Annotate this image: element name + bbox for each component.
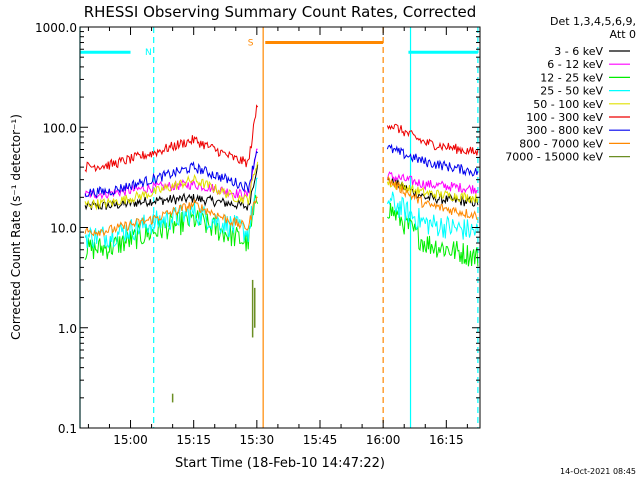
legend-label: 6 - 12 keV <box>547 58 603 71</box>
series-7-part-0 <box>84 196 258 237</box>
legend-label: 12 - 25 keV <box>540 71 603 84</box>
y-tick-label: 1000.0 <box>35 21 77 35</box>
y-tick-label: 1.0 <box>58 322 77 336</box>
y-tick-label: 10.0 <box>50 222 77 236</box>
series-0-part-0 <box>84 164 259 211</box>
x-axis-label: Start Time (18-Feb-10 14:47:22) <box>175 456 385 471</box>
timestamp-footer: 14-Oct-2021 08:45 <box>560 467 636 476</box>
x-tick-label: 16:00 <box>366 433 401 447</box>
series-7-part-1 <box>386 175 478 220</box>
series-3-part-1 <box>386 191 479 240</box>
legend-label: 25 - 50 keV <box>540 85 603 98</box>
legend-label: 300 - 800 keV <box>526 124 603 137</box>
legend-label: 50 - 100 keV <box>533 98 603 111</box>
legend-header-line-2: Att 0 <box>610 28 636 41</box>
series-2-part-1 <box>387 202 479 267</box>
legend-label: 7000 - 15000 keV <box>505 151 603 164</box>
annotation-n: N <box>145 48 152 58</box>
series-4-part-1 <box>386 178 479 204</box>
chart-title: RHESSI Observing Summary Count Rates, Co… <box>84 3 477 21</box>
series-1-part-0 <box>84 148 258 200</box>
plot-area: N S 0.1 1.0 10.0 100.0 1000.0 15:00 15:15 15:30 15… <box>35 21 481 447</box>
series-5-part-0 <box>84 104 259 173</box>
series-3-part-0 <box>84 177 258 249</box>
series-4-part-0 <box>84 161 259 211</box>
x-tick-label: 15:45 <box>303 433 338 447</box>
y-tick-label: 100.0 <box>43 121 77 135</box>
legend-header-line-1: Det 1,3,4,5,6,9, <box>550 15 636 28</box>
annotation-s: S <box>248 39 254 49</box>
series-6-part-1 <box>386 143 479 177</box>
x-tick-label: 16:15 <box>429 433 464 447</box>
legend-label: 3 - 6 keV <box>554 45 603 58</box>
legend-label: 800 - 7000 keV <box>519 137 603 150</box>
y-axis-label: Corrected Count Rate (s⁻¹ detector⁻¹) <box>9 114 23 340</box>
series-5-part-1 <box>386 123 479 156</box>
x-tick-label: 15:15 <box>176 433 211 447</box>
y-tick-label: 0.1 <box>58 422 77 436</box>
series-6-part-0 <box>84 150 259 199</box>
x-tick-label: 15:30 <box>240 433 275 447</box>
legend-label: 100 - 300 keV <box>526 111 603 124</box>
x-tick-label: 15:00 <box>113 433 148 447</box>
series-1-part-1 <box>386 171 479 194</box>
